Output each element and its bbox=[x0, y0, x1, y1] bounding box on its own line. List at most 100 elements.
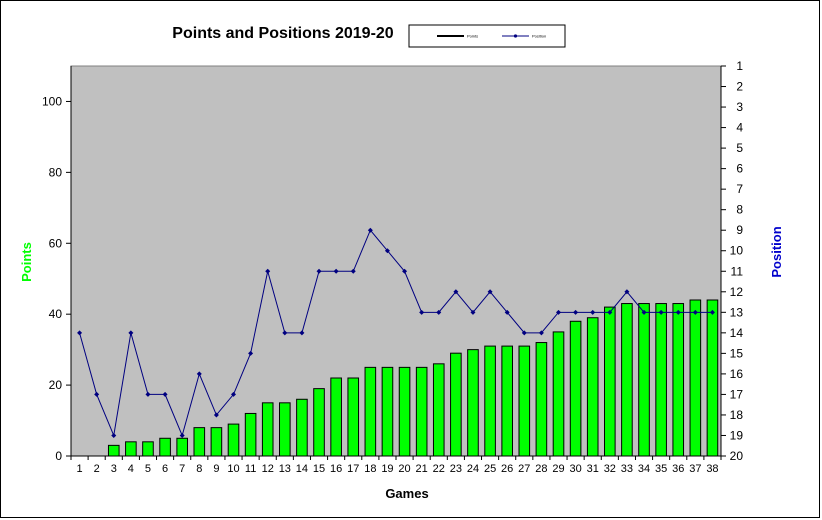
x-tick-label: 35 bbox=[655, 463, 667, 475]
points-bar bbox=[655, 303, 667, 457]
legend-label-points: Points bbox=[467, 34, 478, 39]
points-bar bbox=[467, 349, 479, 457]
position-point bbox=[231, 391, 236, 397]
x-tick-label: 29 bbox=[552, 463, 564, 475]
points-bar bbox=[244, 412, 257, 457]
x-tick-label: 8 bbox=[196, 463, 202, 475]
right-tick-label: 4 bbox=[736, 121, 743, 135]
points-bar bbox=[364, 366, 377, 457]
points-bar bbox=[210, 427, 223, 457]
left-tick-label: 0 bbox=[55, 449, 62, 463]
points-bars bbox=[107, 299, 719, 457]
right-tick-label: 1 bbox=[736, 59, 743, 73]
position-point bbox=[504, 309, 510, 315]
x-tick-label: 7 bbox=[179, 463, 185, 475]
position-point bbox=[299, 330, 305, 336]
right-tick-label: 7 bbox=[736, 182, 743, 196]
points-bar bbox=[689, 299, 702, 457]
legend-label-position: Position bbox=[532, 34, 546, 39]
position-point bbox=[94, 391, 100, 397]
x-tick-label: 30 bbox=[569, 463, 581, 475]
position-line bbox=[79, 229, 713, 438]
y-axis-label: Points bbox=[19, 242, 34, 282]
left-tick-label: 60 bbox=[49, 236, 63, 250]
position-point bbox=[77, 330, 83, 336]
points-bar bbox=[501, 345, 513, 457]
x-tick-label: 27 bbox=[518, 463, 530, 475]
x-tick-label: 31 bbox=[587, 463, 599, 475]
points-bar bbox=[107, 444, 120, 457]
points-bar bbox=[552, 331, 565, 457]
position-point bbox=[709, 309, 715, 315]
position-point bbox=[470, 309, 476, 315]
left-tick-label: 100 bbox=[42, 94, 62, 108]
x-tick-label: 19 bbox=[381, 463, 393, 475]
position-point bbox=[179, 432, 185, 438]
points-bar bbox=[381, 366, 394, 457]
x-tick-label: 12 bbox=[262, 463, 274, 475]
points-bar bbox=[159, 437, 171, 457]
points-bar bbox=[227, 423, 240, 457]
right-tick-label: 14 bbox=[730, 326, 744, 340]
x-tick-label: 36 bbox=[672, 463, 684, 475]
position-point bbox=[350, 268, 356, 274]
x-tick-label: 10 bbox=[227, 463, 239, 475]
position-point bbox=[145, 391, 151, 397]
x-tick-label: 18 bbox=[364, 463, 376, 475]
right-tick-label: 15 bbox=[730, 346, 744, 360]
x-tick-label: 17 bbox=[347, 463, 359, 475]
points-bar bbox=[125, 441, 137, 457]
points-bar bbox=[672, 303, 685, 457]
points-bar bbox=[604, 306, 616, 457]
points-bar bbox=[279, 402, 291, 457]
right-tick-label: 3 bbox=[736, 100, 743, 114]
position-point bbox=[453, 289, 459, 295]
right-tick-label: 8 bbox=[736, 203, 743, 217]
x-tick-label: 4 bbox=[128, 463, 134, 475]
points-bar bbox=[261, 402, 274, 457]
points-bar bbox=[330, 377, 342, 457]
x-tick-label: 6 bbox=[162, 463, 168, 475]
right-tick-label: 18 bbox=[730, 408, 744, 422]
x-tick-label: 38 bbox=[706, 463, 718, 475]
right-tick-label: 12 bbox=[730, 285, 744, 299]
position-point bbox=[111, 432, 117, 438]
right-tick-label: 10 bbox=[730, 244, 744, 258]
x-tick-label: 9 bbox=[213, 463, 219, 475]
legend: Points Position bbox=[408, 24, 566, 48]
position-point bbox=[248, 350, 254, 356]
points-bar bbox=[569, 320, 582, 457]
points-bar bbox=[142, 441, 154, 457]
x-tick-label: 13 bbox=[279, 463, 291, 475]
x-tick-label: 33 bbox=[621, 463, 633, 475]
right-tick-label: 19 bbox=[730, 428, 744, 442]
right-tick-label: 20 bbox=[730, 449, 744, 463]
x-tick-label: 20 bbox=[398, 463, 410, 475]
points-bar bbox=[193, 427, 206, 457]
bottom-axis: 1 2 3 4 5 6 7 8 9 10 11 12 13 14 15 16 17 18 19 20 21 22 23 24 2… bbox=[70, 455, 722, 475]
right-tick-label: 13 bbox=[730, 305, 744, 319]
points-bar bbox=[347, 377, 360, 457]
position-point bbox=[402, 268, 408, 274]
right-tick-label: 9 bbox=[736, 223, 743, 237]
x-tick-label: 25 bbox=[484, 463, 496, 475]
x-tick-label: 16 bbox=[330, 463, 342, 475]
x-tick-label: 15 bbox=[313, 463, 325, 475]
position-point bbox=[162, 391, 168, 397]
left-tick-label: 20 bbox=[49, 378, 63, 392]
x-tick-label: 5 bbox=[145, 463, 151, 475]
points-bar bbox=[296, 398, 308, 457]
points-bar bbox=[415, 366, 428, 457]
position-point bbox=[624, 289, 630, 295]
points-bar bbox=[518, 345, 531, 457]
position-point bbox=[487, 289, 493, 295]
position-point bbox=[658, 309, 664, 315]
points-bar bbox=[706, 299, 719, 457]
position-series bbox=[77, 227, 715, 438]
position-point bbox=[521, 330, 527, 336]
x-tick-label: 34 bbox=[638, 463, 650, 475]
position-point bbox=[316, 268, 322, 274]
position-point bbox=[573, 309, 579, 315]
